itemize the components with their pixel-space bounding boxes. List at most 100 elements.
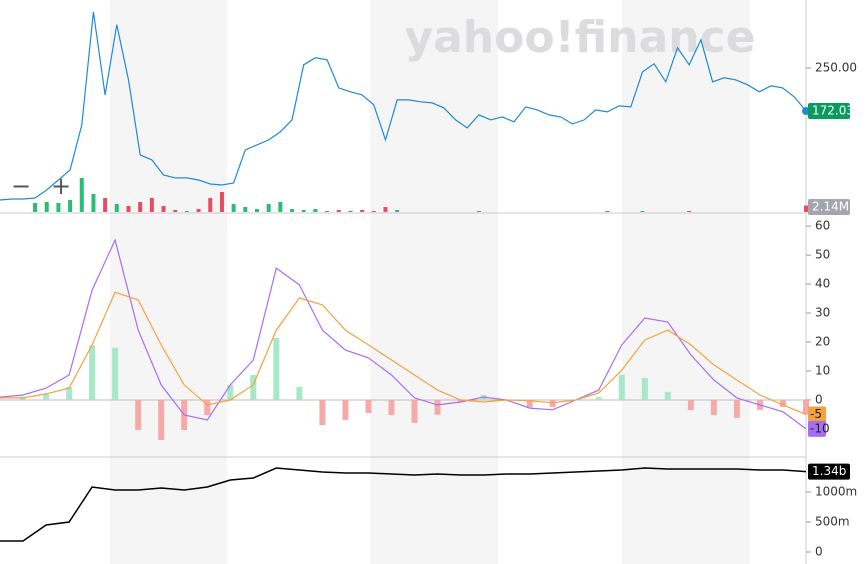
volume-bar [605,211,610,212]
histogram-bar [411,399,418,423]
volume-bar [383,206,388,212]
histogram-bar [66,386,73,400]
last-value-badge [808,199,850,215]
histogram-bar [273,337,280,400]
volume-bar [336,209,341,212]
histogram-bar [89,345,96,400]
last-value-badge [808,420,826,437]
volume-bar [161,206,166,212]
histogram-bar [296,386,303,400]
volume-bar [79,178,84,212]
histogram-bar [388,399,395,416]
last-value-label: 172.03 [812,103,854,117]
volume-bar [114,203,119,212]
volume-bar [56,203,61,212]
last-value-badge [808,463,850,480]
volume-bar [360,209,365,212]
volume-bar [44,202,49,212]
histogram-bar [779,399,786,407]
volume-bar [371,211,376,212]
volume-bar [149,197,154,212]
volume-bar [138,202,143,212]
y-tick-label: 0 [815,544,823,558]
histogram-bar [549,399,556,407]
y-tick-label: 1000m [815,484,857,498]
shading [110,0,750,564]
histogram-bar [526,399,533,408]
histogram-bar [0,399,3,400]
y-tick-label: 500m [815,514,850,528]
y-tick-label: 30 [815,306,830,320]
watermark: yahoo!finance [404,12,755,63]
histogram-bar [595,397,602,400]
histogram-bar [434,399,441,415]
histogram-bar [158,399,165,440]
histogram-bar [618,374,625,400]
volume-bar [254,209,259,212]
histogram-bar [687,399,694,411]
volume-bar [640,211,645,212]
volume-bar [33,203,38,212]
volume-bar [208,197,213,212]
y-tick-label: 20 [815,335,830,349]
volume-bar [184,211,189,212]
volume-bar [126,206,131,212]
volume-bar [476,211,481,212]
last-value-label: 2.14M [812,200,849,214]
histogram-bar [112,347,119,400]
histogram-bar [710,399,717,416]
volume-bar [173,209,178,212]
last-value-badge [808,406,826,423]
histogram-bar [250,375,257,400]
zoom-in-button[interactable] [44,174,78,200]
volume-bar [325,211,330,212]
histogram-bar [342,399,349,420]
histogram-bar [319,399,326,426]
volume-bar [687,211,692,212]
histogram-bar [135,399,142,431]
volume-bar [68,200,73,212]
histogram-bar [803,399,809,415]
volume-bar [313,209,318,212]
period-band [110,0,227,564]
histogram-bar [204,399,211,416]
volume-bar [395,209,400,212]
series-line [0,11,807,201]
volume-bar [278,202,283,212]
volume-bar [348,211,353,212]
last-value-badge [808,102,850,119]
histogram-bar [227,384,234,400]
last-value-label: -5 [810,407,822,421]
volume-bar [266,203,271,212]
y-tick-label: 50 [815,248,830,262]
period-band [622,0,750,564]
histogram-bar [20,397,27,400]
zoom-in-label[interactable]: + [51,172,71,200]
volume-bar [804,205,808,212]
series-line [0,467,807,542]
y-tick-label: 10 [815,363,830,377]
histogram-bar [43,394,50,400]
histogram-bar [457,399,464,402]
volume-bar [290,209,295,212]
histogram-bar [641,377,648,400]
y-tick-label: 60 [815,219,830,233]
volume-bar [196,209,201,212]
histogram-bar [365,399,372,413]
histogram-bar [733,399,740,418]
histogram-bar [664,391,671,400]
last-value-label: -10 [810,421,830,435]
volume-bar [91,194,96,212]
y-tick-label: 40 [815,277,830,291]
last-value-label: 1.34b [812,464,846,478]
y-tick-label: 250.00 [815,60,857,74]
zoom-out-label[interactable]: − [11,172,31,200]
zoom-out-button[interactable] [4,174,38,200]
volume-bar [219,191,224,212]
volume-bar [231,203,236,212]
period-band [370,0,498,564]
series-line [0,238,807,430]
volume-bar [243,206,248,212]
y-tick-label: 0 [815,392,823,406]
